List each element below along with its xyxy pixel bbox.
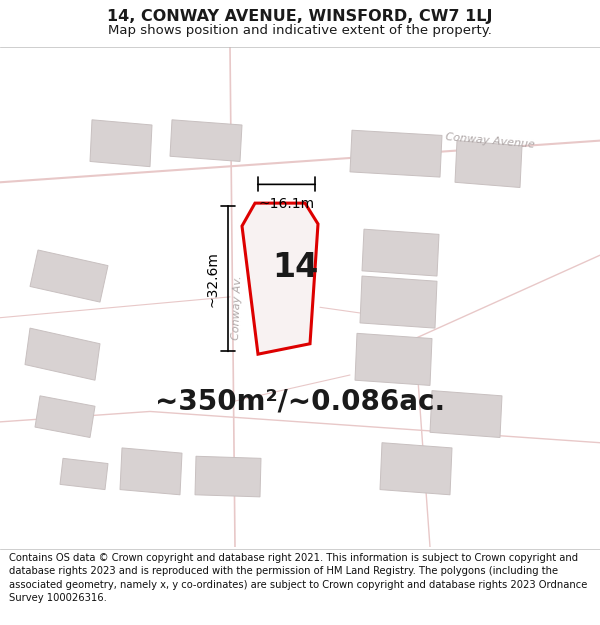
Text: Conway Av.: Conway Av.	[231, 275, 243, 340]
Polygon shape	[355, 333, 432, 386]
Polygon shape	[30, 250, 108, 302]
Polygon shape	[120, 448, 182, 495]
Polygon shape	[350, 130, 442, 177]
Polygon shape	[380, 442, 452, 495]
Text: ~32.6m: ~32.6m	[206, 251, 220, 307]
Polygon shape	[25, 328, 100, 380]
Polygon shape	[362, 229, 439, 276]
Text: 14, CONWAY AVENUE, WINSFORD, CW7 1LJ: 14, CONWAY AVENUE, WINSFORD, CW7 1LJ	[107, 9, 493, 24]
Polygon shape	[242, 203, 318, 354]
Polygon shape	[360, 276, 437, 328]
Text: ~16.1m: ~16.1m	[259, 197, 314, 211]
Polygon shape	[90, 120, 152, 167]
Text: Conway Avenue: Conway Avenue	[445, 132, 535, 149]
Text: ~350m²/~0.086ac.: ~350m²/~0.086ac.	[155, 387, 445, 415]
Polygon shape	[60, 458, 108, 489]
Polygon shape	[455, 141, 522, 188]
Polygon shape	[430, 391, 502, 438]
Polygon shape	[195, 456, 261, 497]
Text: 14: 14	[272, 251, 318, 284]
Polygon shape	[170, 120, 242, 161]
Polygon shape	[35, 396, 95, 437]
Text: Map shows position and indicative extent of the property.: Map shows position and indicative extent…	[108, 24, 492, 36]
Text: Contains OS data © Crown copyright and database right 2021. This information is : Contains OS data © Crown copyright and d…	[9, 553, 587, 602]
